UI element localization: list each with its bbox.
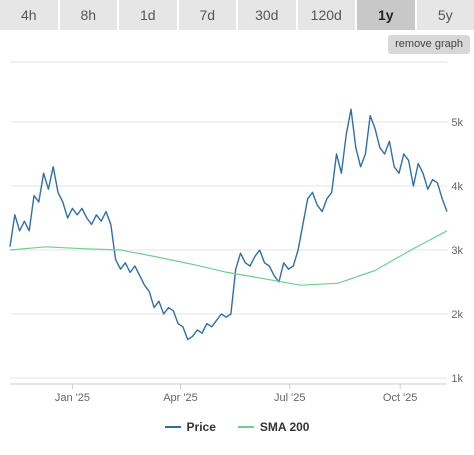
remove-graph-button[interactable]: remove graph bbox=[388, 35, 470, 54]
y-tick-label: 3k bbox=[451, 245, 463, 257]
y-tick-label: 1k bbox=[451, 373, 463, 385]
legend-item-sma[interactable]: SMA 200 bbox=[237, 420, 310, 434]
tab-5y[interactable]: 5y bbox=[416, 0, 474, 30]
x-tick-label: Jan '25 bbox=[55, 392, 90, 404]
tab-8h[interactable]: 8h bbox=[59, 0, 117, 30]
tab-4h[interactable]: 4h bbox=[0, 0, 58, 30]
tab-30d[interactable]: 30d bbox=[238, 0, 296, 30]
legend-swatch-price bbox=[164, 426, 181, 428]
x-tick-label: Apr '25 bbox=[163, 392, 198, 404]
legend-label-sma: SMA 200 bbox=[259, 420, 310, 434]
y-tick-label: 2k bbox=[451, 309, 463, 321]
tab-1y[interactable]: 1y bbox=[357, 0, 415, 30]
sma-200-line bbox=[9, 230, 448, 286]
tab-7d[interactable]: 7d bbox=[178, 0, 236, 30]
tab-1d[interactable]: 1d bbox=[119, 0, 177, 30]
timeframe-tabs: 4h 8h 1d 7d 30d 120d 1y 5y bbox=[0, 0, 474, 30]
legend-item-price[interactable]: Price bbox=[164, 420, 216, 434]
chart-legend: Price SMA 200 bbox=[0, 420, 474, 434]
y-tick-label: 4k bbox=[451, 181, 463, 193]
legend-swatch-sma bbox=[237, 426, 254, 428]
x-tick-label: Oct '25 bbox=[383, 392, 418, 404]
x-tick-label: Jul '25 bbox=[274, 392, 305, 404]
price-line bbox=[9, 108, 448, 341]
tab-120d[interactable]: 120d bbox=[297, 0, 355, 30]
y-tick-label: 5k bbox=[451, 117, 463, 129]
price-chart: 1k 2k 3k 4k 5k Jan '25 Apr '25 Jul '25 Oct '25 bbox=[9, 61, 463, 404]
legend-label-price: Price bbox=[186, 420, 216, 434]
